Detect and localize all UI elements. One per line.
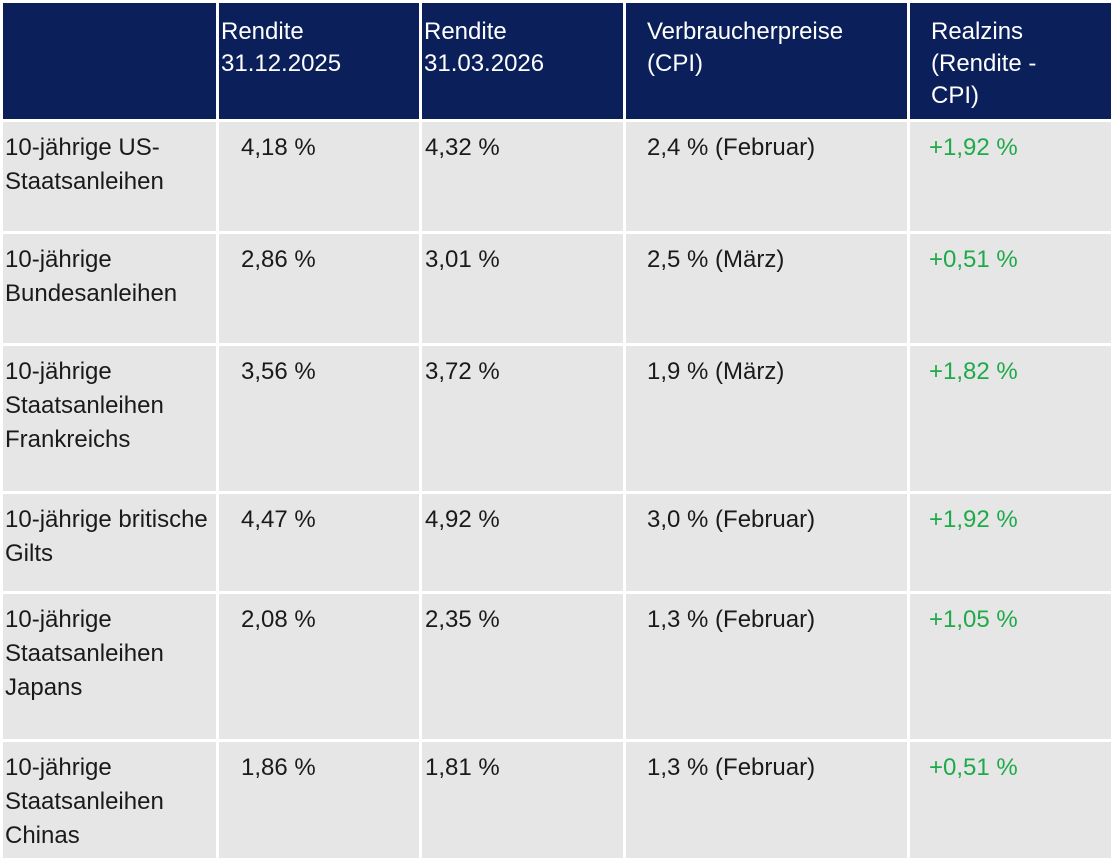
table-cell: 4,32 % — [422, 122, 623, 231]
table-cell: 3,01 % — [422, 234, 623, 343]
table-cell: +0,51 % — [910, 742, 1111, 858]
table-cell: 1,3 % (Februar) — [626, 742, 907, 858]
table-cell: 1,81 % — [422, 742, 623, 858]
table-cell: 3,0 % (Februar) — [626, 494, 907, 591]
row-label: 10-jährige Bundesanleihen — [3, 234, 216, 343]
table-cell: 3,72 % — [422, 346, 623, 491]
table-cell: +1,82 % — [910, 346, 1111, 491]
table-cell: 2,35 % — [422, 594, 623, 739]
table-cell: +1,92 % — [910, 494, 1111, 591]
table-cell: 2,5 % (März) — [626, 234, 907, 343]
table-cell: 1,9 % (März) — [626, 346, 907, 491]
header-cell: Verbraucherpreise (CPI) — [626, 3, 907, 119]
row-label: 10-jährige britische Gilts — [3, 494, 216, 591]
table-cell: 2,86 % — [219, 234, 419, 343]
table-cell: 1,86 % — [219, 742, 419, 858]
table-cell: 4,92 % — [422, 494, 623, 591]
header-cell — [3, 3, 216, 119]
row-label: 10-jährige Staatsanleihen Japans — [3, 594, 216, 739]
header-cell: Rendite 31.03.2026 — [422, 3, 623, 119]
header-cell: Realzins (Rendite - CPI) — [910, 3, 1111, 119]
row-label: 10-jährige US-Staatsanleihen — [3, 122, 216, 231]
table-cell: 4,18 % — [219, 122, 419, 231]
table-cell: 3,56 % — [219, 346, 419, 491]
table-cell: 2,4 % (Februar) — [626, 122, 907, 231]
table-cell: +0,51 % — [910, 234, 1111, 343]
table-cell: +1,92 % — [910, 122, 1111, 231]
row-label: 10-jährige Staatsanleihen Frankreichs — [3, 346, 216, 491]
yield-table: Rendite 31.12.2025 Rendite 31.03.2026 Verb… — [3, 3, 1111, 858]
table-cell: +1,05 % — [910, 594, 1111, 739]
row-label: 10-jährige Staatsanleihen Chinas — [3, 742, 216, 858]
table-cell: 2,08 % — [219, 594, 419, 739]
table-cell: 1,3 % (Februar) — [626, 594, 907, 739]
header-cell: Rendite 31.12.2025 — [219, 3, 419, 119]
table-cell: 4,47 % — [219, 494, 419, 591]
